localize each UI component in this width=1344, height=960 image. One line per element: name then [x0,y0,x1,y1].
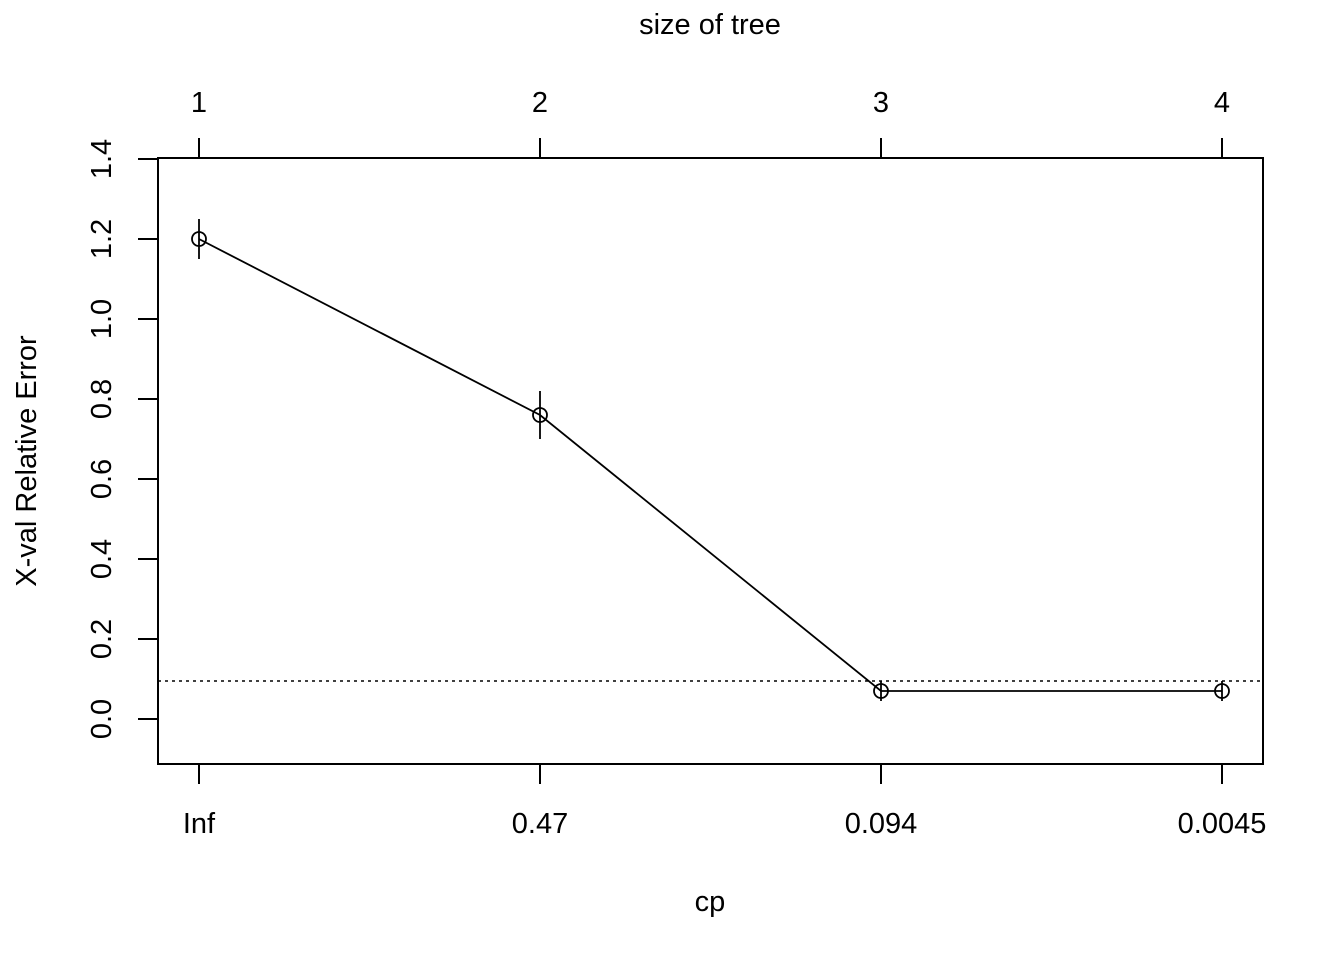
top-axis-title: size of tree [639,9,781,41]
y-axis-title: X-val Relative Error [11,335,43,587]
y-tick-label: 1.4 [86,139,118,179]
data-point [1214,683,1230,699]
x-axis-title: cp [695,886,726,918]
y-tick-label: 0.8 [86,379,118,419]
y-tick-label: 0.4 [86,539,118,579]
y-tick-label: 0.6 [86,459,118,499]
y-tick-label: 1.0 [86,299,118,339]
series-line [198,238,1222,692]
top-axis: 1 2 3 4 [191,87,1230,159]
top-tick-label: 1 [191,87,207,119]
data-point [532,407,548,423]
data-point [873,683,889,699]
y-tick-label: 1.2 [86,219,118,259]
series-group [191,219,1230,701]
plot-box [157,157,1264,765]
y-tick-label: 0.0 [86,699,118,739]
bottom-tick-label: 0.0045 [1178,808,1267,840]
top-tick-label: 4 [1214,87,1230,119]
top-tick-label: 2 [532,87,548,119]
bottom-tick-label: 0.094 [845,808,918,840]
left-axis: 0.0 0.2 0.4 0.6 0.8 1.0 1.2 1.4 [86,139,159,739]
y-tick-label: 0.2 [86,619,118,659]
bottom-tick-label: Inf [183,808,216,840]
bottom-axis: Inf 0.47 0.094 0.0045 [183,763,1267,840]
data-point [191,231,207,247]
bottom-tick-label: 0.47 [512,808,568,840]
top-tick-label: 3 [873,87,889,119]
